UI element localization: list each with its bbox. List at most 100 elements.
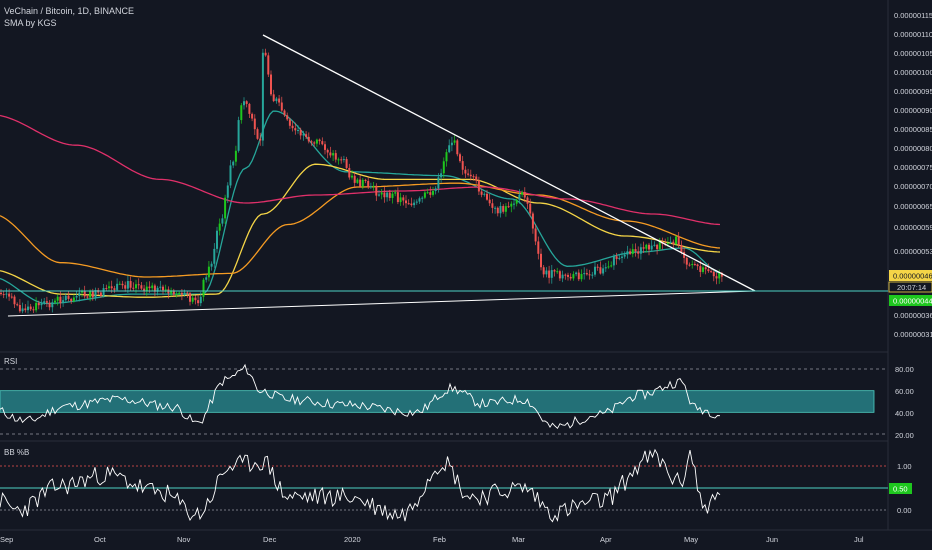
price-tick: 0.00000085 [894, 125, 932, 134]
candle-body [399, 197, 402, 203]
candle-body [54, 300, 56, 303]
candle-body [575, 272, 578, 275]
candle-body [534, 228, 537, 242]
candle-body [550, 270, 553, 278]
candle-body [426, 192, 429, 194]
candle-body [704, 267, 707, 270]
candle-body [32, 309, 35, 311]
candle-body [612, 256, 615, 266]
candle-body [64, 295, 67, 301]
candle-body [472, 176, 475, 178]
candle-body [585, 273, 588, 275]
candle-body [480, 191, 483, 195]
candle-body [626, 251, 629, 255]
candle-body [62, 300, 65, 304]
candle-body [102, 288, 105, 296]
candle-body [623, 254, 626, 257]
candle-body [170, 290, 173, 294]
candle-body [596, 266, 599, 268]
candle-body [386, 192, 389, 198]
candle-body [45, 301, 48, 303]
candle-body [51, 302, 54, 308]
candle-body [159, 286, 162, 288]
price-axis[interactable]: 0.00000115 0.00000110 0.00000105 0.00000… [894, 11, 932, 339]
bb-current-text: 0.50 [893, 485, 908, 494]
candle-body [680, 245, 683, 253]
moving-average-line [0, 114, 721, 226]
time-axis[interactable]: Sep Oct Nov Dec 2020 Feb Mar Apr May Jun… [0, 535, 864, 544]
candle-body [21, 308, 24, 312]
candle-body [567, 274, 569, 277]
candle-body [94, 290, 97, 298]
moving-average-line [0, 163, 721, 298]
candle-body [688, 264, 691, 266]
candle-body [634, 249, 637, 252]
moving-average-line [0, 182, 721, 278]
candle-body [429, 192, 432, 195]
time-tick: Nov [177, 535, 191, 544]
candle-body [151, 285, 154, 289]
candle-body [540, 253, 542, 268]
candle-body [405, 200, 407, 204]
candle-body [672, 241, 675, 245]
candle-body [658, 242, 661, 250]
candle-body [642, 247, 645, 249]
bb-label[interactable]: BB %B [4, 448, 30, 457]
candle-body [35, 302, 38, 311]
candle-body [124, 285, 127, 289]
candle-body [375, 185, 378, 196]
candle-body [353, 175, 356, 183]
candle-body [164, 289, 167, 291]
candle-body [267, 55, 270, 75]
candle-body [610, 265, 613, 267]
time-tick: May [684, 535, 698, 544]
candle-body [526, 197, 529, 204]
candle-body [656, 244, 659, 250]
candle-body [5, 293, 8, 295]
candle-body [145, 286, 148, 291]
indicator-label[interactable]: SMA by KGS [4, 18, 57, 28]
bb-line [0, 448, 721, 523]
candle-body [383, 192, 386, 198]
candle-body [283, 110, 286, 116]
time-tick: Jul [854, 535, 864, 544]
candle-body [639, 247, 642, 254]
bb-current-tag [889, 483, 912, 494]
candle-body [469, 174, 472, 177]
candle-body [569, 276, 572, 279]
candle-body [677, 236, 680, 246]
candle-body [351, 175, 353, 178]
candle-body [486, 193, 488, 200]
candle-body [261, 52, 264, 141]
candle-body [459, 154, 461, 162]
candle-body [43, 301, 46, 304]
candle-body [666, 243, 669, 245]
rsi-axis: 80.00 60.00 40.00 20.00 [895, 365, 914, 440]
price-tick: 0.00000065 [894, 202, 932, 211]
candle-body [594, 266, 596, 275]
candle-body [548, 270, 551, 278]
chart-title[interactable]: VeChain / Bitcoin, 1D, BINANCE [4, 6, 135, 16]
candle-body [394, 192, 397, 194]
moving-averages [0, 110, 721, 305]
candle-body [275, 98, 278, 102]
candle-body [218, 223, 221, 231]
candle-body [372, 185, 375, 187]
candle-body [391, 193, 394, 198]
candle-body [116, 283, 119, 290]
bb-tick: 0.00 [897, 506, 912, 515]
rsi-label[interactable]: RSI [4, 357, 18, 366]
candle-body [105, 288, 108, 290]
rsi-tick: 40.00 [895, 409, 914, 418]
candle-body [245, 101, 248, 104]
candle-body [237, 120, 240, 151]
price-tick: 0.00000080 [894, 144, 932, 153]
candle-body [718, 272, 721, 279]
candle-body [648, 244, 650, 250]
time-tick: Apr [600, 535, 612, 544]
candle-body [256, 129, 259, 139]
candle-body [418, 198, 421, 202]
candle-body [523, 192, 526, 198]
candle-body [402, 197, 405, 201]
